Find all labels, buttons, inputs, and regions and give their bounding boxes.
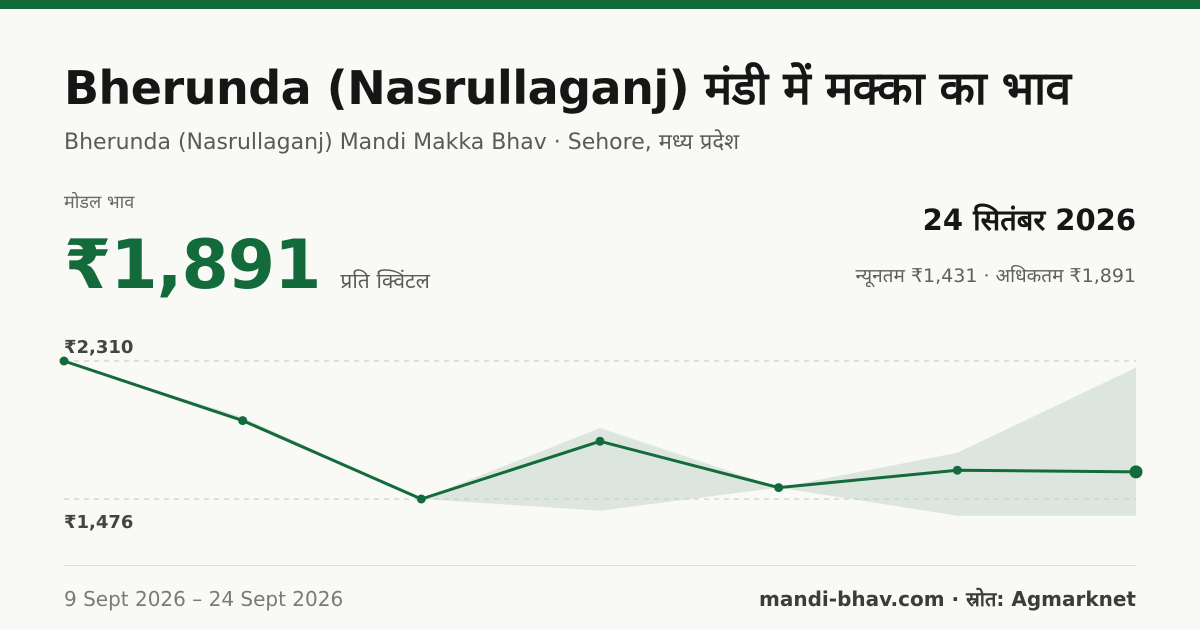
data-point-2 xyxy=(238,416,248,426)
data-point-7 xyxy=(1129,465,1143,479)
data-point-5 xyxy=(774,483,784,493)
data-point-1 xyxy=(59,356,69,366)
max-value: ₹1,891 xyxy=(1069,265,1136,287)
modal-price-row: ₹1,891 प्रति क्विंटल xyxy=(64,222,430,310)
max-label: अधिकतम xyxy=(995,265,1064,287)
modal-price-value: ₹1,891 xyxy=(64,226,321,305)
footer-divider xyxy=(64,565,1136,566)
data-point-3 xyxy=(416,494,426,504)
page-subtitle: Bherunda (Nasrullaganj) Mandi Makka Bhav… xyxy=(64,130,740,155)
page-title: Bherunda (Nasrullaganj) मंडी में मक्का क… xyxy=(64,61,1071,115)
price-date: 24 सितंबर 2026 xyxy=(922,203,1136,237)
price-unit: प्रति क्विंटल xyxy=(340,269,430,293)
min-value: ₹1,431 xyxy=(910,265,978,287)
min-label: न्यूनतम xyxy=(855,265,905,287)
top-accent-bar xyxy=(0,0,1200,9)
data-point-6 xyxy=(952,465,962,475)
y-tick-label-max: ₹2,310 xyxy=(64,337,133,358)
range-separator: · xyxy=(983,265,990,287)
y-tick-label-min: ₹1,476 xyxy=(64,512,133,533)
data-point-4 xyxy=(595,436,605,446)
min-max-range: न्यूनतम ₹1,431 · अधिकतम ₹1,891 xyxy=(856,262,1136,290)
footer-date-range: 9 Sept 2026 – 24 Sept 2026 xyxy=(64,587,344,611)
modal-price-label: मोडल भाव xyxy=(64,192,135,213)
footer-source: mandi-bhav.com · स्रोत: Agmarknet xyxy=(759,587,1136,611)
